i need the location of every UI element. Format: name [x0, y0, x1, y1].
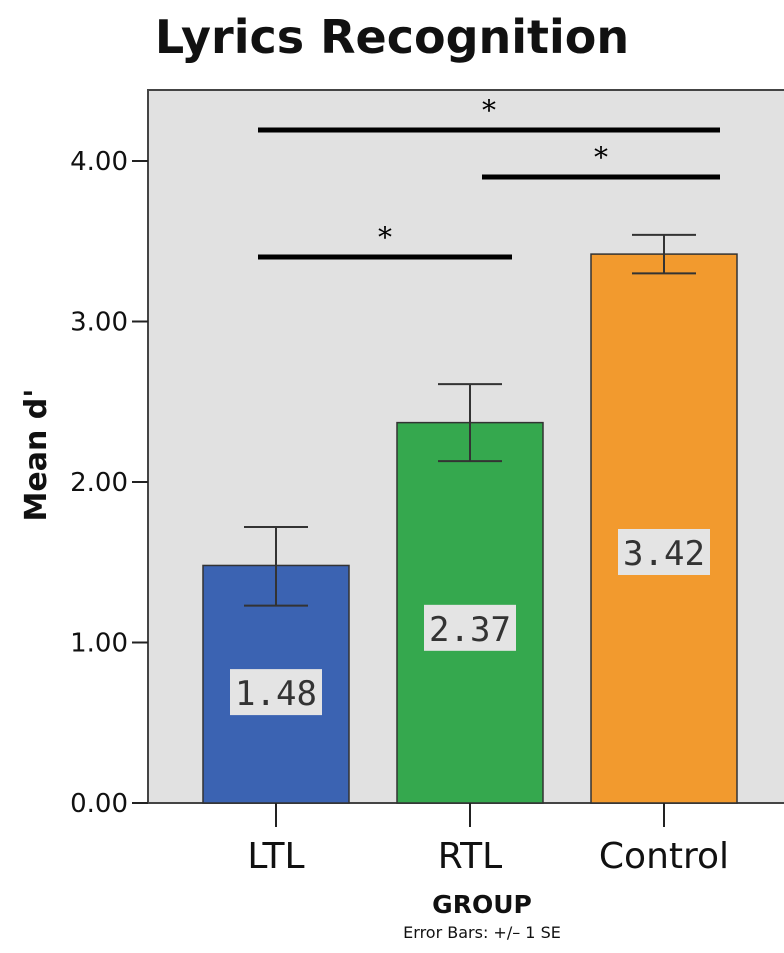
- x-tick-label: RTL: [438, 836, 502, 877]
- chart-title: Lyrics Recognition: [154, 10, 630, 64]
- significance-star: *: [378, 221, 392, 254]
- significance-star: *: [594, 141, 608, 174]
- y-tick-label: 0.00: [70, 789, 128, 819]
- y-tick-label: 3.00: [70, 308, 128, 338]
- y-tick-label: 1.00: [70, 629, 128, 659]
- x-axis-label: GROUP: [432, 890, 532, 919]
- value-label: 1.48: [235, 674, 317, 714]
- error-bars-footnote: Error Bars: +/– 1 SE: [403, 923, 561, 942]
- value-label: 2.37: [429, 610, 511, 650]
- value-label: 3.42: [623, 534, 705, 574]
- x-tick-label: LTL: [247, 836, 304, 877]
- x-tick-label: Control: [599, 836, 729, 877]
- value-label-box: [424, 604, 516, 651]
- significance-star: *: [482, 94, 496, 127]
- y-axis-label: Mean d': [19, 389, 54, 522]
- y-tick-label: 4.00: [70, 147, 128, 177]
- y-tick-label: 2.00: [70, 468, 128, 498]
- value-label-box: [230, 669, 322, 716]
- bar-control: [590, 253, 738, 804]
- value-label-box: [618, 528, 710, 575]
